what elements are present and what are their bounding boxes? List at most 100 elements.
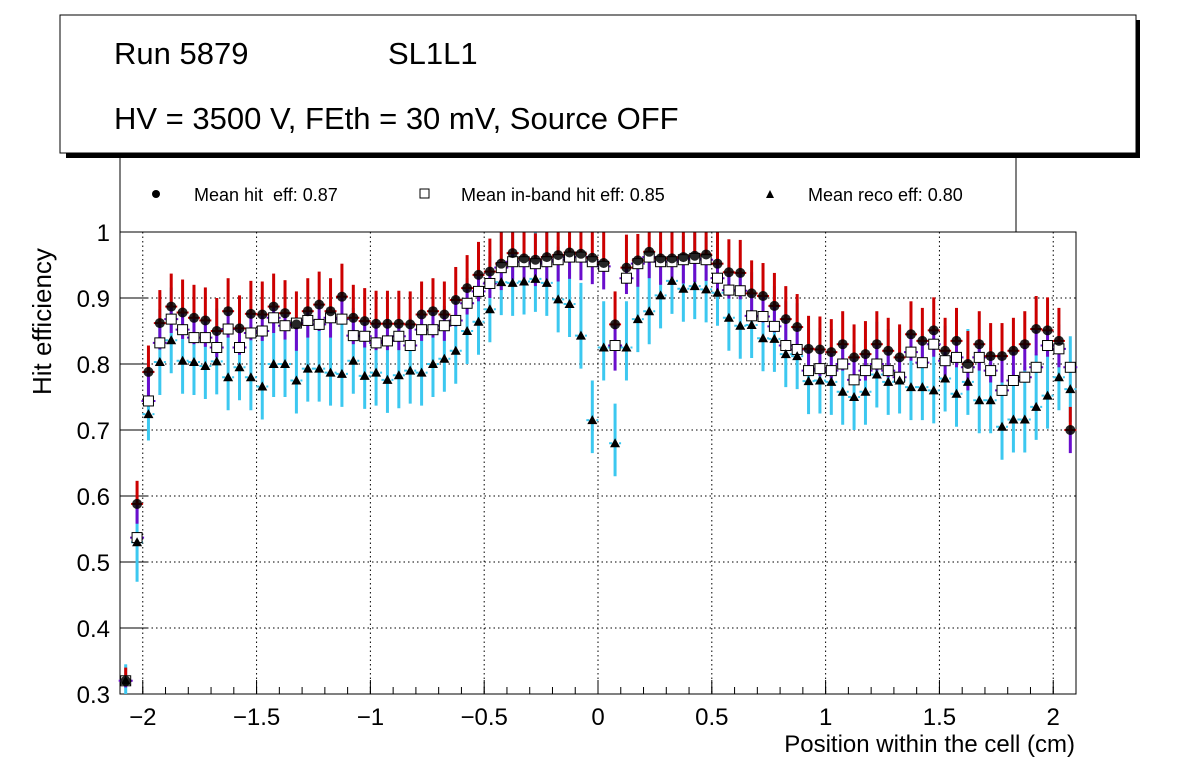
- hit-marker-circle: [405, 319, 416, 330]
- reco-marker-triangle: [416, 367, 427, 377]
- inband-marker-square: [416, 324, 428, 336]
- reco-marker-triangle: [575, 330, 586, 340]
- reco-marker-triangle: [564, 298, 575, 308]
- y-tick-label: 0.3: [77, 682, 110, 709]
- hit-marker-circle: [314, 299, 325, 310]
- hit-marker-circle: [712, 258, 723, 269]
- hit-marker-circle: [450, 294, 461, 305]
- inband-marker-square: [780, 340, 792, 352]
- inband-marker-square: [1030, 361, 1042, 373]
- layer-label: SL1L1: [388, 36, 478, 71]
- reco-marker-triangle: [336, 368, 347, 378]
- hit-marker-circle: [177, 307, 188, 318]
- inband-marker-square: [882, 365, 894, 377]
- reco-marker-triangle: [211, 356, 222, 366]
- legend-label-reco: Mean reco eff: 0.80: [808, 185, 963, 205]
- hit-marker-circle: [758, 291, 769, 302]
- reco-marker-triangle: [883, 376, 894, 386]
- hit-marker-circle: [917, 335, 928, 346]
- x-tick-label: 1: [819, 704, 832, 731]
- inband-marker-square: [916, 357, 928, 369]
- inband-marker-square: [928, 338, 940, 350]
- inband-marker-square: [507, 256, 519, 268]
- hit-marker-circle: [803, 343, 814, 354]
- hit-marker-circle: [951, 335, 962, 346]
- reco-marker-triangle: [735, 320, 746, 330]
- hit-marker-circle: [1042, 325, 1053, 336]
- inband-marker-square: [1007, 375, 1019, 386]
- reco-marker-triangle: [951, 388, 962, 398]
- hit-marker-circle: [780, 314, 791, 325]
- reco-marker-triangle: [132, 537, 143, 547]
- reco-marker-triangle: [484, 304, 495, 314]
- grid-lines: [120, 232, 1076, 694]
- reco-marker-triangle: [632, 314, 643, 324]
- reco-marker-triangle: [257, 381, 268, 391]
- reco-marker-triangle: [166, 335, 177, 345]
- hit-marker-circle: [530, 254, 541, 265]
- hit-marker-circle: [587, 252, 598, 263]
- reco-marker-triangle: [291, 375, 302, 385]
- hit-marker-circle: [1008, 345, 1019, 356]
- inband-marker-square: [211, 342, 223, 353]
- hit-marker-circle: [769, 300, 780, 311]
- hit-marker-circle: [666, 253, 677, 264]
- hit-marker-circle: [928, 325, 939, 336]
- reco-marker-triangle: [723, 312, 734, 322]
- inband-marker-square: [768, 320, 780, 332]
- conditions-label: HV = 3500 V, FEth = 30 mV, Source OFF: [114, 101, 679, 136]
- hit-marker-circle: [519, 253, 530, 264]
- hit-marker-circle: [564, 247, 575, 258]
- y-axis-label: Hit efficiency: [27, 248, 57, 395]
- y-tick-label: 0.6: [77, 484, 110, 511]
- title-box: Run 5879 SL1L1 HV = 3500 V, FEth = 30 mV…: [59, 14, 1140, 158]
- hit-marker-circle: [439, 309, 450, 320]
- inband-marker-square: [620, 272, 632, 284]
- hit-marker-circle: [427, 306, 438, 317]
- x-axis-label: Position within the cell (cm): [784, 731, 1075, 758]
- reco-marker-triangle: [371, 367, 382, 377]
- inband-marker-square: [484, 277, 496, 289]
- inband-marker-square: [279, 320, 291, 332]
- reco-marker-triangle: [780, 349, 791, 359]
- hit-marker-circle: [188, 312, 199, 323]
- inband-marker-square: [313, 318, 325, 330]
- reco-marker-triangle: [826, 376, 837, 386]
- hit-marker-circle: [200, 315, 211, 326]
- reco-marker-triangle: [200, 360, 211, 370]
- y-tick-label: 0.9: [77, 286, 110, 313]
- hit-marker-circle: [598, 258, 609, 269]
- inband-marker-square: [165, 313, 177, 325]
- reco-marker-triangle: [985, 395, 996, 405]
- inband-marker-square: [177, 324, 189, 336]
- reco-marker-triangle: [507, 277, 518, 287]
- y-tick-label: 0.5: [77, 550, 110, 577]
- hit-marker-circle: [154, 318, 165, 329]
- reco-marker-triangle: [610, 438, 621, 448]
- hit-marker-circle: [701, 249, 712, 260]
- reco-marker-triangle: [382, 374, 393, 384]
- hit-marker-circle: [723, 267, 734, 278]
- reco-marker-triangle: [473, 316, 484, 326]
- hit-marker-circle: [735, 267, 746, 278]
- inband-marker-square: [712, 272, 723, 284]
- hit-marker-circle: [245, 308, 256, 319]
- reco-marker-triangle: [405, 365, 416, 375]
- y-tick-label: 0.8: [77, 352, 110, 379]
- inband-marker-square: [381, 335, 393, 347]
- inband-marker-square: [757, 310, 769, 322]
- reco-marker-triangle: [1031, 401, 1042, 411]
- reco-marker-triangle: [1042, 390, 1053, 400]
- reco-marker-triangle: [940, 373, 951, 383]
- hit-marker-circle: [985, 351, 996, 362]
- reco-marker-triangle: [154, 357, 165, 367]
- reco-marker-triangle: [917, 382, 928, 392]
- reco-marker-triangle: [462, 326, 473, 335]
- hit-marker-circle: [382, 318, 393, 329]
- hit-marker-circle: [814, 344, 825, 355]
- reco-marker-triangle: [871, 369, 882, 379]
- inband-marker-square: [450, 314, 462, 326]
- reco-marker-triangle: [1065, 384, 1076, 394]
- hit-marker-circle: [792, 322, 803, 333]
